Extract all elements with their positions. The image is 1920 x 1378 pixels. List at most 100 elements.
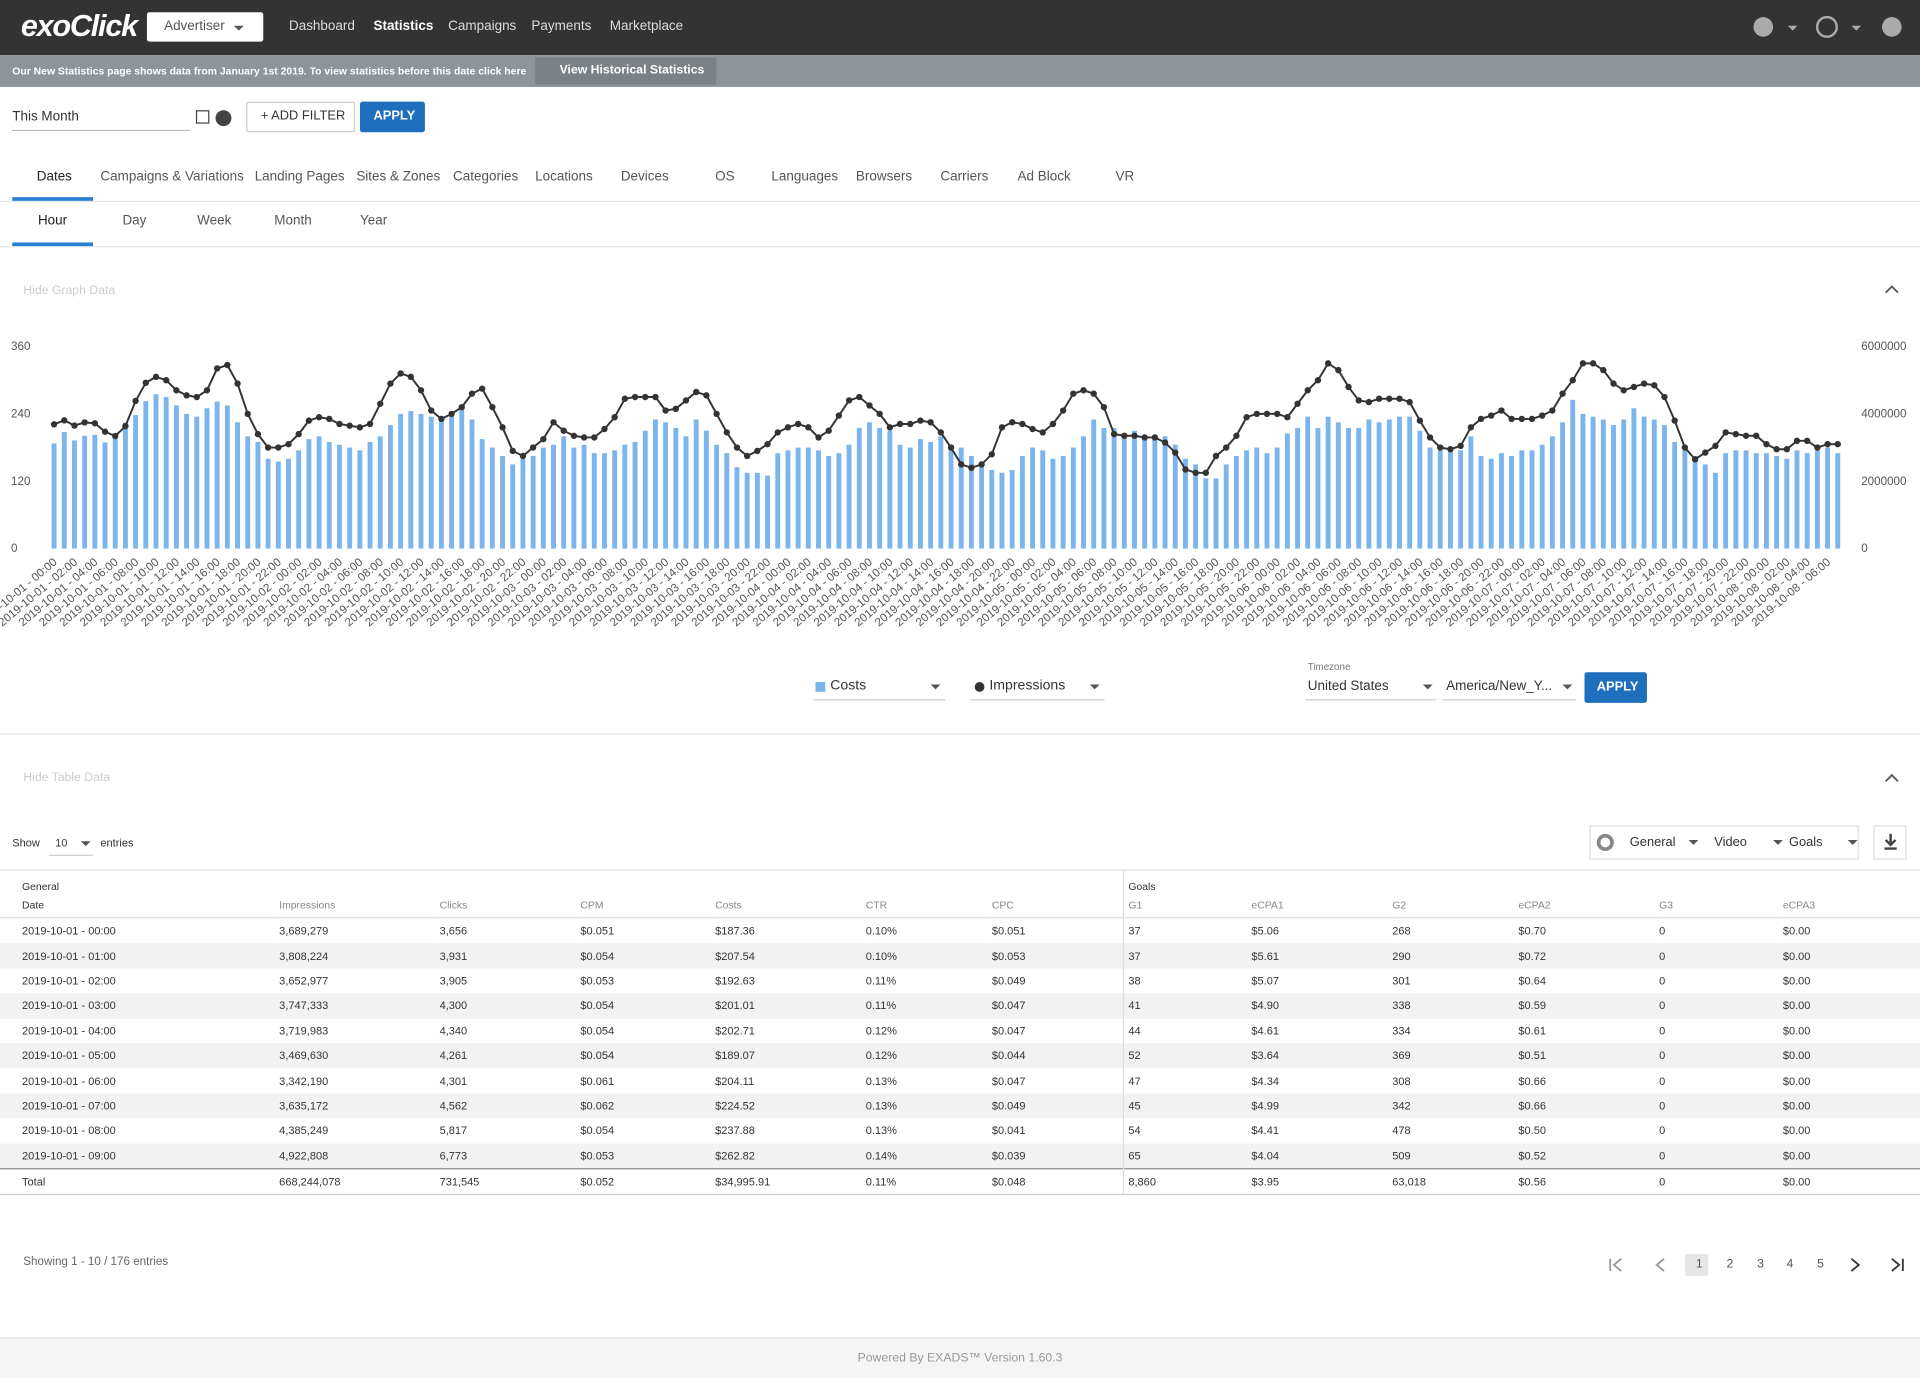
column-header[interactable]: CPC bbox=[992, 893, 1123, 918]
bar bbox=[887, 431, 892, 549]
bar bbox=[561, 436, 566, 548]
tab[interactable]: VR bbox=[1116, 171, 1135, 184]
page-link[interactable]: 4 bbox=[1787, 1259, 1794, 1271]
table-cell: $0.054 bbox=[580, 1018, 715, 1043]
download-icon bbox=[1881, 831, 1901, 851]
subtab[interactable]: Year bbox=[360, 215, 387, 228]
table-select[interactable]: General bbox=[1630, 836, 1676, 849]
column-header[interactable]: eCPA2 bbox=[1518, 893, 1659, 918]
column-header[interactable]: G3 bbox=[1659, 893, 1783, 918]
table-cell: 2019-10-01 - 07:00 bbox=[0, 1093, 279, 1118]
bar bbox=[949, 445, 954, 549]
table-cell: 3,931 bbox=[440, 943, 581, 968]
nav-item[interactable]: Dashboard bbox=[289, 20, 355, 33]
last-page[interactable] bbox=[1892, 1259, 1903, 1271]
column-header[interactable]: eCPA1 bbox=[1251, 893, 1392, 918]
table-cell: $0.00 bbox=[1783, 1093, 1920, 1118]
bar bbox=[826, 456, 831, 549]
subtab[interactable]: Month bbox=[274, 215, 311, 228]
table-cell: $0.044 bbox=[992, 1043, 1123, 1068]
point bbox=[948, 444, 954, 450]
table-toggle[interactable]: Hide Table Data bbox=[23, 773, 110, 785]
point bbox=[285, 441, 291, 447]
collapse-icon[interactable] bbox=[1883, 771, 1900, 783]
column-header[interactable]: Clicks bbox=[440, 893, 581, 918]
subtab[interactable]: Day bbox=[122, 215, 146, 228]
tab[interactable]: Sites & Zones bbox=[356, 171, 440, 184]
table-cell: 38 bbox=[1123, 968, 1252, 993]
country-select[interactable]: United States bbox=[1308, 680, 1389, 693]
point bbox=[734, 444, 740, 450]
point bbox=[469, 390, 475, 396]
next-page[interactable] bbox=[1851, 1259, 1858, 1271]
table-cell: $0.50 bbox=[1518, 1118, 1659, 1143]
table-select[interactable]: Goals bbox=[1789, 836, 1823, 849]
table-cell: 0.12% bbox=[866, 1018, 992, 1043]
column-header[interactable]: Date bbox=[0, 893, 279, 918]
table-cell: $0.59 bbox=[1518, 993, 1659, 1018]
table-cell: 0.11% bbox=[866, 993, 992, 1018]
tab[interactable]: Campaigns & Variations bbox=[100, 171, 243, 184]
page-size-select[interactable]: 10 bbox=[55, 838, 67, 849]
nav-item[interactable]: Payments bbox=[531, 20, 591, 33]
table-cell: 2019-10-01 - 01:00 bbox=[0, 943, 279, 968]
bar bbox=[653, 419, 658, 548]
point bbox=[642, 394, 648, 400]
tab[interactable]: Browsers bbox=[856, 171, 912, 184]
page-link[interactable]: 2 bbox=[1727, 1259, 1734, 1271]
point bbox=[1559, 390, 1565, 396]
legend-entry[interactable]: Costs bbox=[830, 680, 866, 694]
tab[interactable]: Landing Pages bbox=[255, 171, 345, 184]
nav-item[interactable]: Statistics bbox=[373, 20, 433, 33]
legend-entry[interactable]: Impressions bbox=[989, 680, 1065, 694]
point bbox=[805, 424, 811, 430]
tab[interactable]: Carriers bbox=[940, 171, 988, 184]
caret bbox=[1423, 684, 1433, 689]
column-header[interactable]: CPM bbox=[580, 893, 715, 918]
column-header[interactable]: CTR bbox=[866, 893, 992, 918]
column-header[interactable]: Costs bbox=[715, 893, 866, 918]
nav-item[interactable]: Campaigns bbox=[448, 20, 516, 33]
nav-item[interactable]: Marketplace bbox=[610, 20, 683, 33]
table-cell: 4,562 bbox=[440, 1093, 581, 1118]
point bbox=[1315, 377, 1321, 383]
first-page[interactable] bbox=[1610, 1259, 1621, 1271]
bar bbox=[255, 442, 260, 549]
subtab[interactable]: Week bbox=[197, 215, 231, 228]
subtab[interactable]: Hour bbox=[38, 215, 67, 228]
tab[interactable]: Categories bbox=[453, 171, 518, 184]
tab[interactable]: Locations bbox=[535, 171, 593, 184]
page-link[interactable]: 5 bbox=[1817, 1259, 1824, 1271]
point bbox=[846, 397, 852, 403]
tab[interactable]: Dates bbox=[37, 171, 72, 184]
tab[interactable]: Ad Block bbox=[1018, 171, 1071, 184]
bar bbox=[276, 462, 281, 549]
point bbox=[1335, 367, 1341, 373]
zone-select[interactable]: America/New_Y... bbox=[1446, 680, 1552, 693]
column-header[interactable]: G2 bbox=[1392, 893, 1518, 918]
page-link[interactable]: 3 bbox=[1757, 1259, 1764, 1271]
prev-page[interactable] bbox=[1657, 1259, 1664, 1271]
point bbox=[1121, 433, 1127, 439]
tab[interactable]: Languages bbox=[771, 171, 838, 184]
table-cell: $0.72 bbox=[1518, 943, 1659, 968]
bar bbox=[398, 414, 403, 549]
bar bbox=[765, 476, 770, 549]
point bbox=[1396, 396, 1402, 402]
table-select[interactable]: Video bbox=[1714, 836, 1747, 849]
table-cell: $0.61 bbox=[1518, 1018, 1659, 1043]
tab[interactable]: OS bbox=[715, 171, 734, 184]
column-header[interactable]: G1 bbox=[1123, 893, 1252, 918]
page-link[interactable]: 1 bbox=[1696, 1259, 1703, 1271]
bar bbox=[1203, 478, 1208, 548]
point bbox=[1029, 426, 1035, 432]
bar bbox=[1214, 478, 1219, 548]
table-cell: 342 bbox=[1392, 1093, 1518, 1118]
settings-icon[interactable] bbox=[1597, 834, 1614, 851]
bar bbox=[1703, 464, 1708, 548]
tab[interactable]: Devices bbox=[621, 171, 669, 184]
column-header[interactable]: Impressions bbox=[279, 893, 439, 918]
column-header[interactable]: eCPA3 bbox=[1783, 893, 1920, 918]
bar bbox=[1631, 408, 1636, 548]
point bbox=[367, 421, 373, 427]
